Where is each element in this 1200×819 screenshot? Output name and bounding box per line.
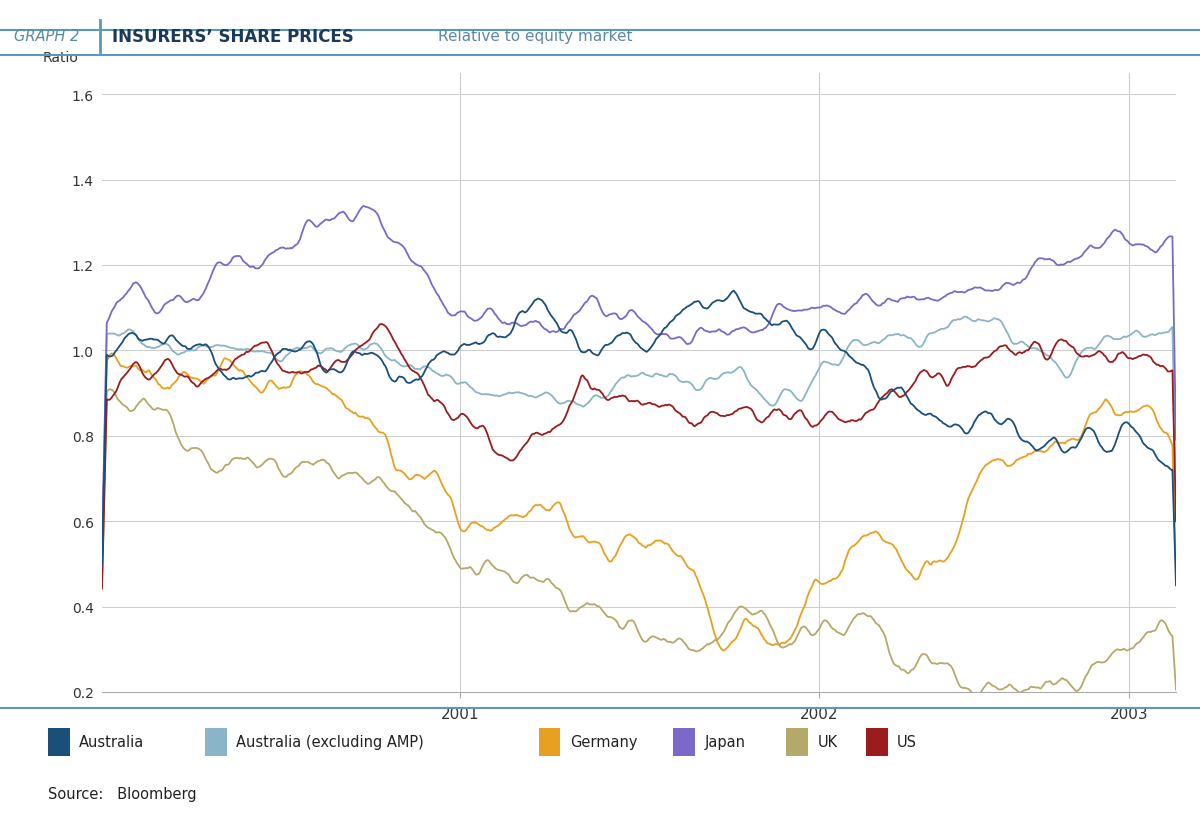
Bar xyxy=(48,728,70,756)
Text: Ratio: Ratio xyxy=(43,51,79,65)
Text: Germany: Germany xyxy=(570,735,637,749)
Text: US: US xyxy=(898,735,917,749)
Bar xyxy=(866,728,888,756)
Text: Relative to equity market: Relative to equity market xyxy=(438,29,632,44)
Bar xyxy=(205,728,227,756)
Bar xyxy=(673,728,695,756)
Text: Australia: Australia xyxy=(79,735,144,749)
Text: Japan: Japan xyxy=(704,735,745,749)
Text: Australia (excluding AMP): Australia (excluding AMP) xyxy=(236,735,424,749)
Text: Source:   Bloomberg: Source: Bloomberg xyxy=(48,786,197,801)
Bar xyxy=(786,728,808,756)
Bar xyxy=(539,728,560,756)
Text: UK: UK xyxy=(817,735,838,749)
Text: GRAPH 2: GRAPH 2 xyxy=(14,29,79,44)
Text: INSURERS’ SHARE PRICES: INSURERS’ SHARE PRICES xyxy=(112,28,353,46)
